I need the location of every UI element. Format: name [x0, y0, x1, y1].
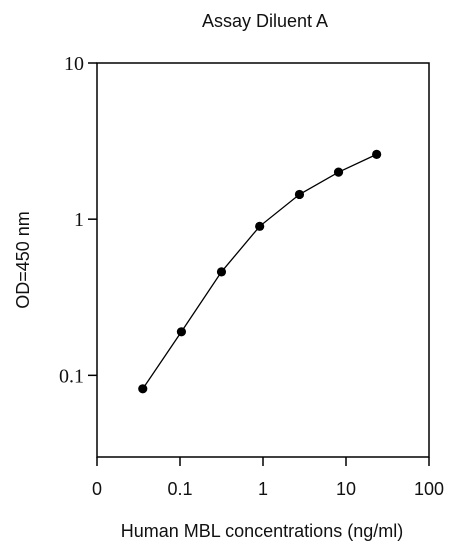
data-point	[138, 384, 148, 394]
data-point	[216, 267, 227, 277]
series-line	[142, 153, 377, 390]
x-axis-label: Human MBL concentrations (ng/ml)	[121, 521, 403, 541]
chart-title: Assay Diluent A	[202, 11, 328, 31]
y-axis-ticks: 0.1 1 10	[59, 53, 97, 387]
x-tick-label: 100	[414, 479, 444, 499]
series-points	[138, 149, 382, 394]
x-tick-label: 1	[258, 479, 268, 499]
x-tick-label: 0	[92, 479, 102, 499]
data-point	[176, 327, 187, 337]
data-point	[294, 189, 305, 200]
y-axis-label: OD=450 nm	[13, 211, 33, 309]
x-tick-label: 0.1	[167, 479, 192, 499]
y-tick-label: 10	[64, 53, 84, 75]
y-tick-label: 1	[74, 209, 84, 231]
x-axis-ticks: 0 0.1 1 10 100	[92, 457, 444, 499]
data-point	[255, 221, 265, 231]
data-point	[372, 149, 382, 159]
y-tick-label: 0.1	[59, 365, 84, 387]
plot-area-frame	[96, 62, 430, 458]
x-tick-label: 10	[336, 479, 356, 499]
data-point	[333, 167, 344, 177]
